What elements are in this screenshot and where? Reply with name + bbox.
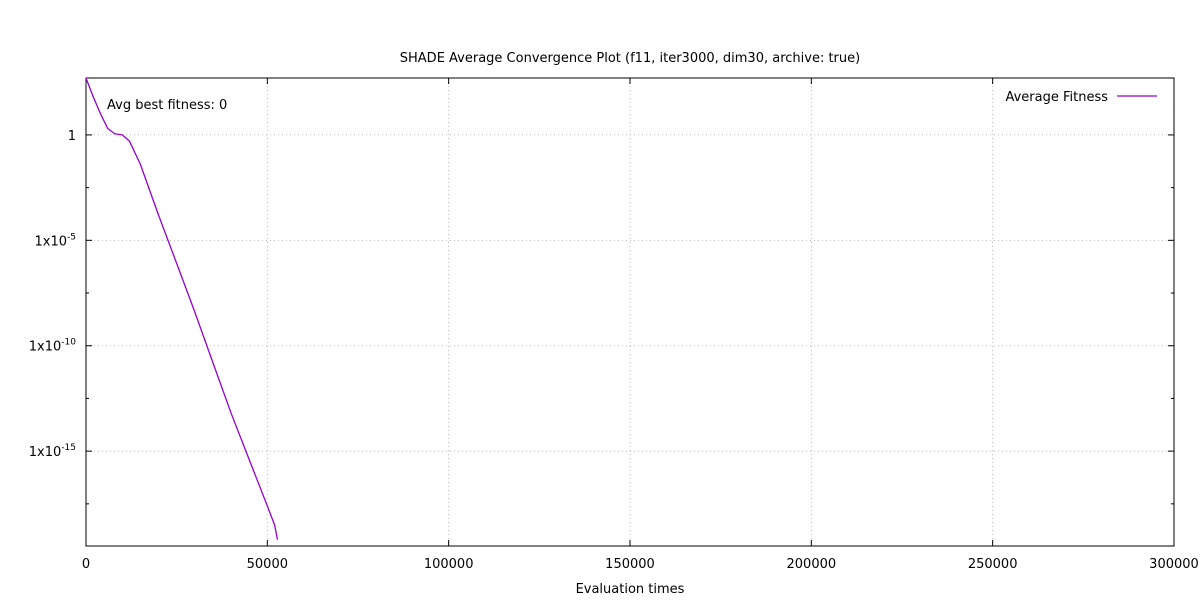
legend-label-average-fitness: Average Fitness <box>1005 90 1108 105</box>
x-tick-label: 150000 <box>605 557 655 572</box>
plot-frame <box>85 77 1175 547</box>
x-tick-label: 250000 <box>968 557 1018 572</box>
x-tick-label: 100000 <box>424 557 474 572</box>
series-layer <box>85 77 279 540</box>
x-tick-label: 50000 <box>247 557 288 572</box>
x-tick-label: 0 <box>82 557 90 572</box>
grid-lines <box>86 78 1174 546</box>
series-line-average-fitness <box>85 77 279 540</box>
y-axis: 1 1x10-5 1x10-10 1x10-15 <box>29 129 1174 505</box>
y-tick-label: 1x10-5 <box>35 232 77 249</box>
x-axis-label: Evaluation times <box>576 582 685 597</box>
legend: Average Fitness <box>1005 90 1157 105</box>
avg-best-fitness-annotation: Avg best fitness: 0 <box>107 98 227 113</box>
chart-title: SHADE Average Convergence Plot (f11, ite… <box>400 51 860 66</box>
y-tick-label: 1x10-15 <box>29 443 76 460</box>
y-tick-label: 1x10-10 <box>29 338 76 355</box>
y-tick-label: 1 <box>68 129 76 144</box>
x-tick-label: 200000 <box>787 557 837 572</box>
x-tick-label: 300000 <box>1149 557 1199 572</box>
x-axis: 0 50000 100000 150000 200000 250000 300000 <box>82 78 1199 572</box>
